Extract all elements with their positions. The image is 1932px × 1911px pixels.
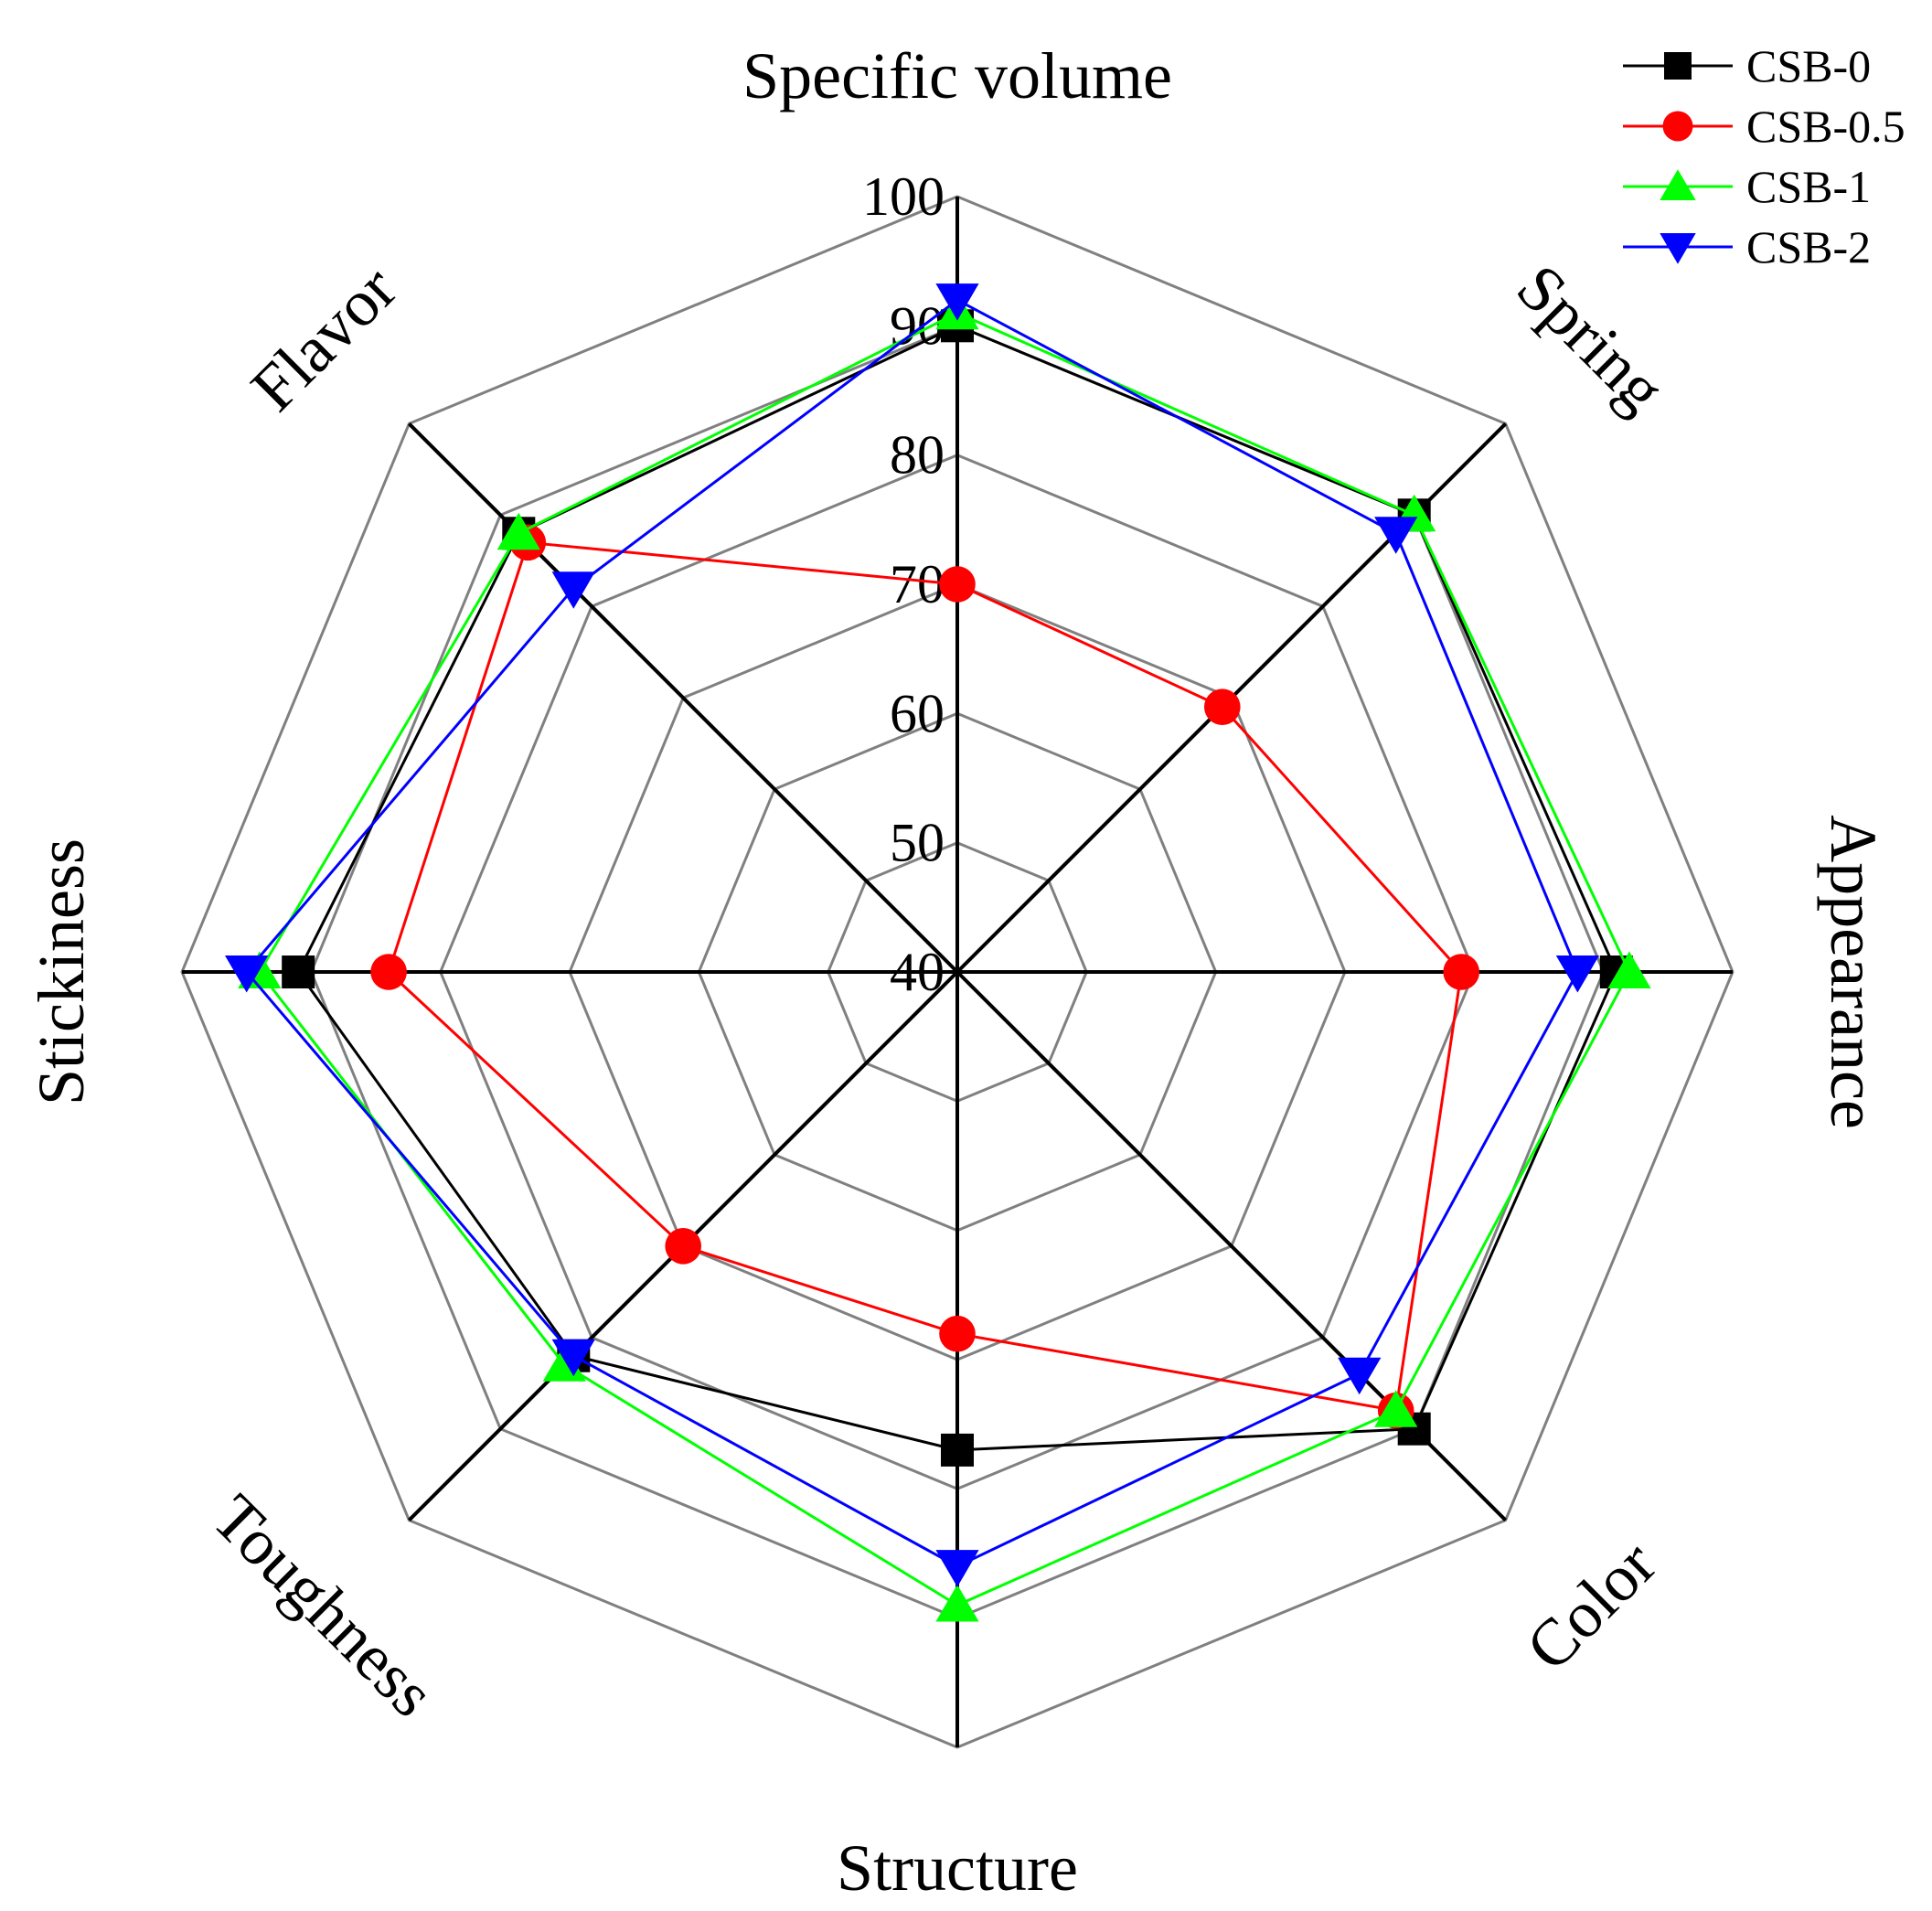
tick-label-70: 70 (890, 554, 945, 614)
point-csb-1-flavor (496, 512, 540, 550)
series-line-csb-2 (244, 298, 1580, 1568)
legend-label-csb-2: CSB-2 (1746, 221, 1871, 272)
point-csb-0-5-stickiness (370, 954, 407, 990)
point-csb-2-flavor (551, 571, 595, 609)
series-csb-0-5 (370, 524, 1479, 1429)
legend-label-csb-0: CSB-0 (1746, 40, 1871, 91)
point-csb-2-color (1338, 1357, 1382, 1395)
legend: CSB-0 CSB-0.5 CSB-1 CSB-2 (1623, 40, 1905, 272)
axis-label-spring: Spring (1503, 251, 1679, 426)
axis-label-flavor: Flavor (237, 251, 411, 425)
point-csb-2-stickiness (225, 956, 269, 993)
axis-label-structure: Structure (837, 1831, 1078, 1905)
axis-spoke-flavor (407, 422, 959, 974)
legend-marker-csb-0-5 (1662, 111, 1693, 142)
axis-label-appearance: Appearance (1817, 815, 1890, 1129)
point-csb-0-5-appearance (1443, 954, 1479, 990)
tick-label-50: 50 (890, 813, 945, 873)
series-layer (225, 283, 1651, 1622)
point-csb-0-stickiness (282, 956, 315, 988)
point-csb-2-spring (1374, 517, 1418, 554)
legend-label-csb-1: CSB-1 (1746, 161, 1871, 212)
legend-label-csb-0-5: CSB-0.5 (1746, 101, 1905, 152)
legend-item-csb-0: CSB-0 (1623, 40, 1871, 91)
point-csb-0-5-toughness (665, 1228, 701, 1265)
legend-marker-csb-0 (1664, 52, 1692, 80)
legend-item-csb-0-5: CSB-0.5 (1623, 101, 1905, 152)
tick-label-90: 90 (890, 295, 945, 356)
tick-label-60: 60 (890, 683, 945, 743)
point-csb-1-color (1374, 1390, 1418, 1427)
axis-label-color: Color (1512, 1527, 1670, 1685)
point-csb-0-5-structure (939, 1315, 976, 1352)
point-csb-0-5-specific-volume (939, 566, 976, 603)
tick-layer: 40 50 60 70 80 90 100 (862, 166, 945, 1002)
point-csb-0-structure (941, 1433, 974, 1467)
legend-marker-csb-2 (1660, 233, 1696, 264)
axis-label-specific-volume: Specific volume (742, 39, 1172, 112)
point-csb-2-structure (935, 1550, 979, 1587)
series-csb-1 (238, 292, 1651, 1622)
axis-label-stickiness: Stickiness (25, 838, 98, 1105)
legend-item-csb-1: CSB-1 (1623, 161, 1871, 212)
point-csb-2-appearance (1555, 956, 1599, 993)
tick-label-100: 100 (862, 166, 945, 227)
point-csb-2-specific-volume (935, 283, 979, 321)
tick-label-40: 40 (890, 942, 945, 1002)
series-csb-2 (225, 283, 1599, 1587)
tick-label-80: 80 (890, 425, 945, 486)
point-csb-1-structure (935, 1585, 979, 1622)
point-csb-1-appearance (1607, 951, 1651, 988)
spoke-layer (182, 197, 1733, 1747)
legend-marker-csb-1 (1660, 169, 1696, 200)
legend-item-csb-2: CSB-2 (1623, 221, 1871, 272)
point-csb-2-toughness (551, 1339, 595, 1377)
point-csb-0-5-spring (1204, 689, 1241, 725)
